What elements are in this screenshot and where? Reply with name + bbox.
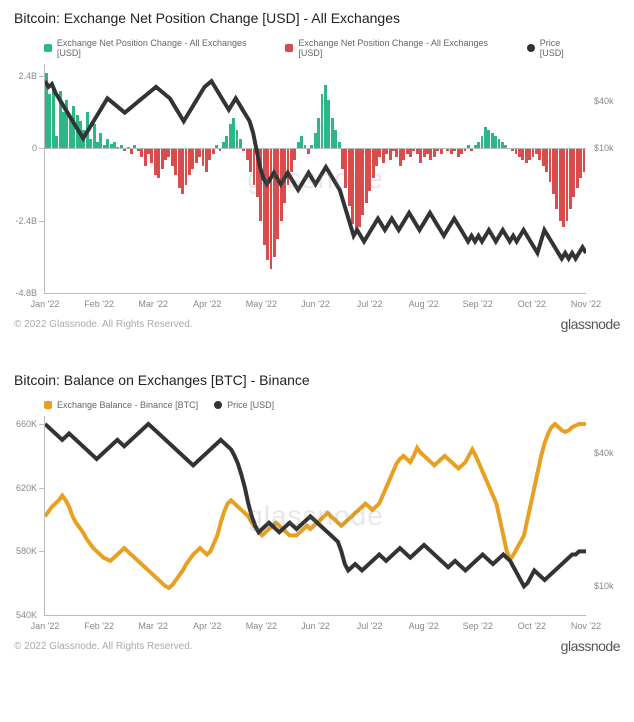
x-axis-label: Aug '22	[409, 293, 439, 309]
price-line	[45, 424, 586, 586]
x-axis-label: Mar '22	[138, 615, 168, 631]
legend-swatch	[285, 44, 293, 52]
y-axis-label: $10k	[586, 143, 614, 153]
x-axis-label: Jun '22	[301, 293, 330, 309]
legend-item: Price [USD]	[214, 400, 274, 410]
x-axis-label: Feb '22	[84, 293, 114, 309]
legend-label: Exchange Net Position Change - All Excha…	[298, 38, 511, 58]
x-axis-label: Nov '22	[571, 615, 601, 631]
x-axis-label: Jun '22	[301, 615, 330, 631]
chart1-footer: © 2022 Glassnode. All Rights Reserved. g…	[14, 316, 620, 332]
x-axis-label: Aug '22	[409, 615, 439, 631]
x-axis-label: Mar '22	[138, 293, 168, 309]
y-axis-label: $40k	[586, 96, 614, 106]
legend-item: Exchange Balance - Binance [BTC]	[44, 400, 198, 410]
x-axis-label: Oct '22	[518, 615, 546, 631]
x-axis-label: Jul '22	[357, 615, 383, 631]
x-axis-label: Sep '22	[463, 293, 493, 309]
balance-line	[45, 424, 586, 588]
legend-swatch	[214, 401, 222, 409]
chart1-plot: glassnode 2.4B0-2.4B-4.8B$40k$10kJan '22…	[44, 64, 586, 294]
brand-logo: glassnode	[561, 638, 620, 654]
legend-swatch	[527, 44, 535, 52]
chart1-legend: Exchange Net Position Change - All Excha…	[44, 38, 586, 58]
chart2-plot: glassnode 660K620K580K540K$40k$10kJan '2…	[44, 416, 586, 616]
x-axis-label: Jul '22	[357, 293, 383, 309]
copyright: © 2022 Glassnode. All Rights Reserved.	[14, 641, 193, 652]
legend-label: Exchange Balance - Binance [BTC]	[57, 400, 198, 410]
x-axis-label: Feb '22	[84, 615, 114, 631]
x-axis-label: Nov '22	[571, 293, 601, 309]
x-axis-label: Sep '22	[463, 615, 493, 631]
legend-label: Price [USD]	[227, 400, 274, 410]
chart1-title: Bitcoin: Exchange Net Position Change [U…	[14, 10, 620, 26]
x-axis-label: May '22	[246, 615, 277, 631]
x-axis-label: Oct '22	[518, 293, 546, 309]
y-axis-label: $40k	[586, 448, 614, 458]
chart-balance-binance: Bitcoin: Balance on Exchanges [BTC] - Bi…	[14, 372, 620, 654]
legend-swatch	[44, 44, 52, 52]
y-axis-label: $10k	[586, 581, 614, 591]
price-line	[45, 81, 586, 258]
x-axis-label: Jan '22	[31, 293, 60, 309]
copyright: © 2022 Glassnode. All Rights Reserved.	[14, 319, 193, 330]
chart2-footer: © 2022 Glassnode. All Rights Reserved. g…	[14, 638, 620, 654]
chart2-title: Bitcoin: Balance on Exchanges [BTC] - Bi…	[14, 372, 620, 388]
x-axis-label: Apr '22	[193, 293, 221, 309]
legend-label: Exchange Net Position Change - All Excha…	[57, 38, 270, 58]
legend-item: Exchange Net Position Change - All Excha…	[285, 38, 510, 58]
x-axis-label: Apr '22	[193, 615, 221, 631]
legend-item: Price [USD]	[527, 38, 586, 58]
x-axis-label: May '22	[246, 293, 277, 309]
brand-logo: glassnode	[561, 316, 620, 332]
chart-net-position: Bitcoin: Exchange Net Position Change [U…	[14, 10, 620, 332]
x-axis-label: Jan '22	[31, 615, 60, 631]
legend-swatch	[44, 401, 52, 409]
chart2-legend: Exchange Balance - Binance [BTC] Price [U…	[44, 400, 586, 410]
legend-item: Exchange Net Position Change - All Excha…	[44, 38, 269, 58]
legend-label: Price [USD]	[540, 38, 586, 58]
